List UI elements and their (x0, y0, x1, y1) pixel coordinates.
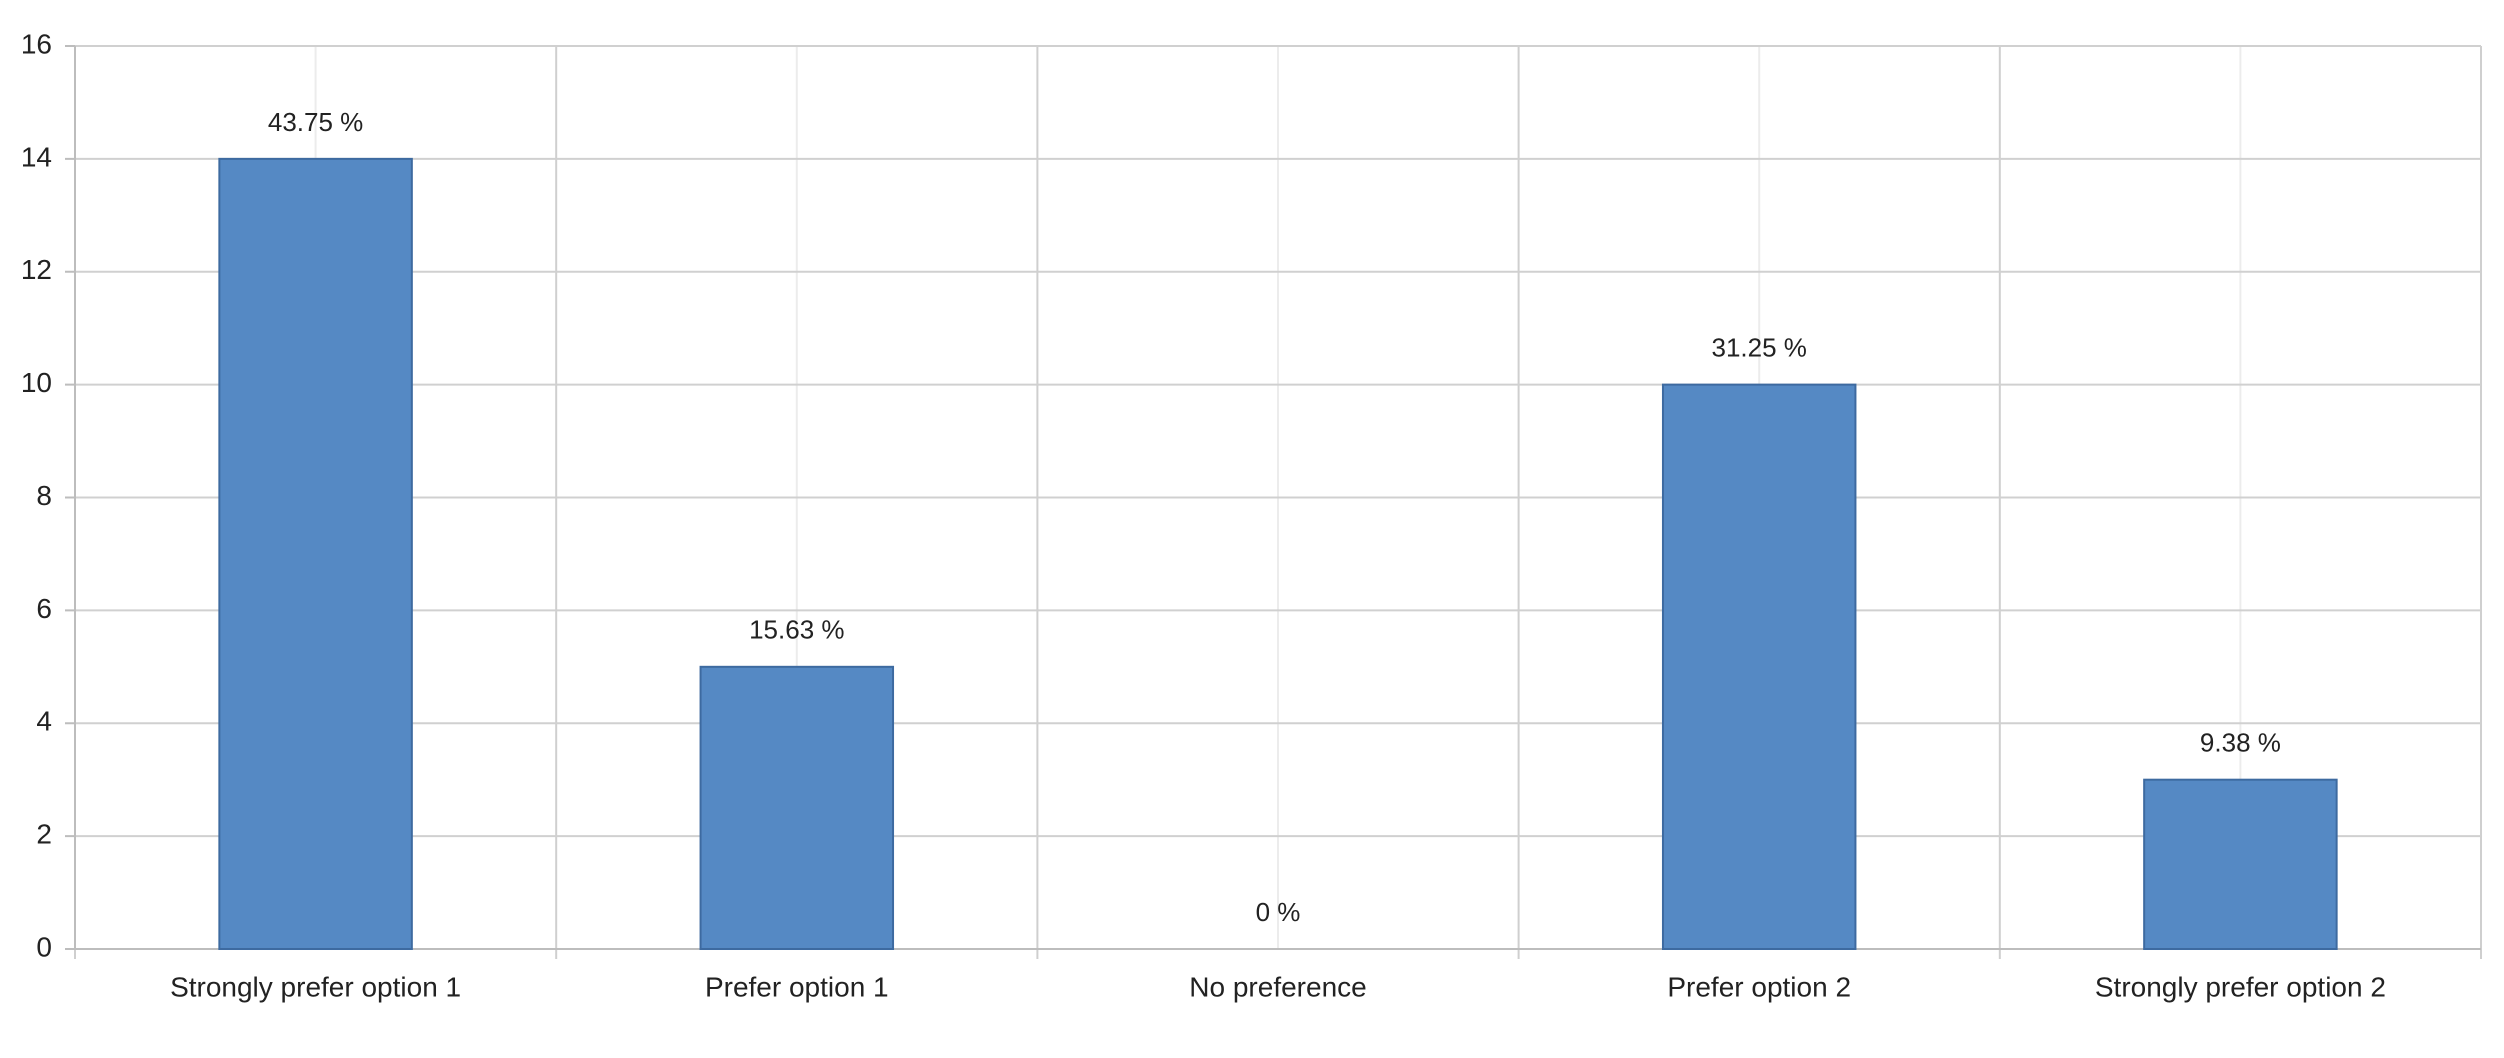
y-tick-label: 10 (21, 367, 52, 398)
x-tick-label: Strongly prefer option 1 (170, 971, 461, 1002)
x-tick-label: Prefer option 1 (705, 971, 889, 1002)
bar (218, 157, 413, 950)
value-label: 0 % (1256, 897, 1301, 927)
y-tick-label: 12 (21, 254, 52, 285)
y-tick-label: 0 (36, 931, 52, 962)
bar (1661, 383, 1857, 950)
x-tick-label: Prefer option 2 (1667, 971, 1851, 1002)
value-label: 15.63 % (749, 615, 844, 645)
y-tick-label: 2 (36, 819, 52, 850)
x-tick-label: Strongly prefer option 2 (2095, 971, 2386, 1002)
x-tick-label: No preference (1189, 971, 1366, 1002)
y-tick-label: 8 (36, 480, 52, 511)
bar (699, 665, 895, 950)
y-tick-label: 16 (21, 28, 52, 59)
y-tick-label: 14 (21, 141, 52, 172)
value-label: 43.75 % (268, 107, 363, 137)
y-tick-label: 6 (36, 593, 52, 624)
value-label: 31.25 % (1711, 333, 1806, 363)
y-tick-label: 4 (36, 706, 52, 737)
value-label: 9.38 % (2200, 728, 2281, 758)
bar (2143, 778, 2338, 950)
